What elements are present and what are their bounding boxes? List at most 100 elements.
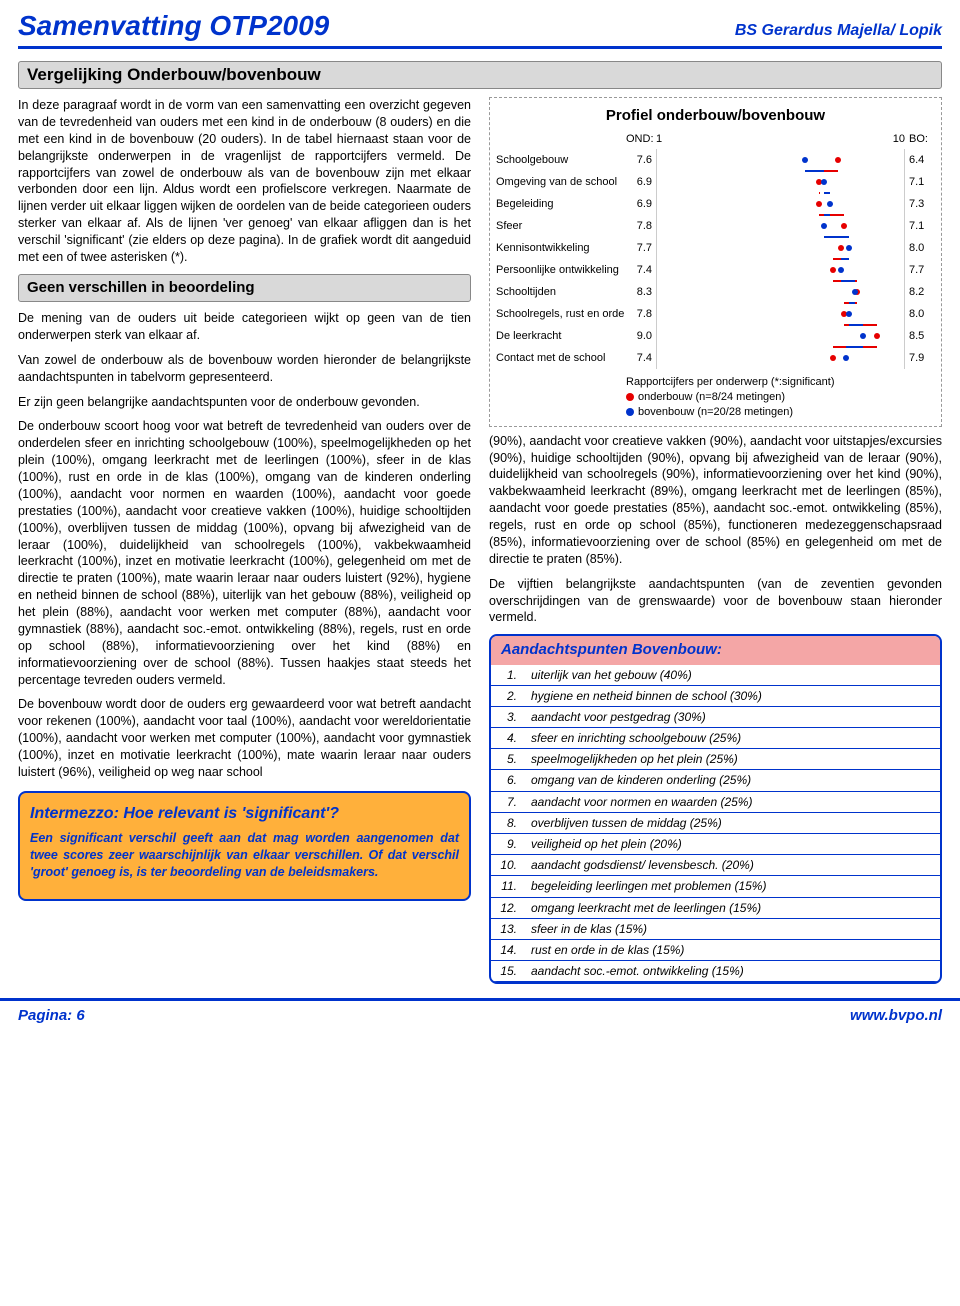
axis-right-label: BO: bbox=[905, 132, 935, 147]
chart-row: Begeleiding6.9 7.3 bbox=[496, 193, 935, 215]
chart-val-bov: 7.3 bbox=[905, 197, 935, 212]
row-text: omgang van de kinderen onderling (25%) bbox=[525, 770, 940, 791]
page-number: Pagina: 6 bbox=[18, 1007, 85, 1024]
footer-url: www.bvpo.nl bbox=[850, 1007, 942, 1024]
table-row: 12.omgang leerkracht met de leerlingen (… bbox=[491, 897, 940, 918]
chart-row: Contact met de school7.47.9 bbox=[496, 347, 935, 369]
intro-paragraph: In deze paragraaf wordt in de vorm van e… bbox=[18, 97, 471, 266]
sub-section-title: Geen verschillen in beoordeling bbox=[18, 274, 471, 302]
intermezzo-box: Intermezzo: Hoe relevant is 'significant… bbox=[18, 791, 471, 901]
chart-row: Sfeer7.87.1 bbox=[496, 215, 935, 237]
chart-plot bbox=[656, 281, 905, 303]
table-row: 9.veiligheid op het plein (20%) bbox=[491, 834, 940, 855]
chart-row: De leerkracht9.08.5 bbox=[496, 325, 935, 347]
row-number: 11. bbox=[491, 876, 525, 897]
table-row: 14.rust en orde in de klas (15%) bbox=[491, 939, 940, 960]
row-number: 2. bbox=[491, 685, 525, 706]
row-number: 6. bbox=[491, 770, 525, 791]
chart-row: Persoonlijke ontwikkeling7.4 7.7 bbox=[496, 259, 935, 281]
paragraph: De bovenbouw wordt door de ouders erg ge… bbox=[18, 696, 471, 780]
row-number: 14. bbox=[491, 939, 525, 960]
row-number: 9. bbox=[491, 834, 525, 855]
table-row: 3.aandacht voor pestgedrag (30%) bbox=[491, 706, 940, 727]
chart-val-ond: 7.4 bbox=[626, 351, 656, 366]
table-row: 1.uiterlijk van het gebouw (40%) bbox=[491, 665, 940, 686]
axis-min: 1 bbox=[656, 132, 662, 147]
chart-plot bbox=[656, 325, 905, 347]
chart-plot bbox=[656, 193, 905, 215]
row-text: aandacht voor normen en waarden (25%) bbox=[525, 791, 940, 812]
row-text: veiligheid op het plein (20%) bbox=[525, 834, 940, 855]
paragraph: De onderbouw scoort hoog voor wat betref… bbox=[18, 418, 471, 688]
row-text: rust en orde in de klas (15%) bbox=[525, 939, 940, 960]
paragraph: Van zowel de onderbouw als de bovenbouw … bbox=[18, 352, 471, 386]
chart-val-bov: 7.1 bbox=[905, 219, 935, 234]
table-row: 4.sfeer en inrichting schoolgebouw (25%) bbox=[491, 728, 940, 749]
legend-onderbouw: onderbouw (n=8/24 metingen) bbox=[638, 390, 785, 405]
row-text: aandacht godsdienst/ levensbesch. (20%) bbox=[525, 855, 940, 876]
chart-row-label: Begeleiding bbox=[496, 198, 626, 210]
row-text: speelmogelijkheden op het plein (25%) bbox=[525, 749, 940, 770]
row-text: aandacht voor pestgedrag (30%) bbox=[525, 706, 940, 727]
row-text: hygiene en netheid binnen de school (30%… bbox=[525, 685, 940, 706]
chart-val-ond: 6.9 bbox=[626, 197, 656, 212]
axis-left-label: OND: bbox=[626, 132, 656, 147]
legend-caption: Rapportcijfers per onderwerp (*:signific… bbox=[626, 375, 935, 390]
chart-row: Schoolregels, rust en orde7.8 8.0 bbox=[496, 303, 935, 325]
chart-val-bov: 8.2 bbox=[905, 285, 935, 300]
chart-plot bbox=[656, 171, 905, 193]
chart-row-label: Schoolregels, rust en orde bbox=[496, 308, 626, 320]
chart-val-ond: 9.0 bbox=[626, 329, 656, 344]
intermezzo-title: Intermezzo: Hoe relevant is 'significant… bbox=[30, 803, 459, 825]
chart-val-bov: 7.7 bbox=[905, 263, 935, 278]
legend-dot-onderbouw bbox=[626, 393, 634, 401]
row-text: begeleiding leerlingen met problemen (15… bbox=[525, 876, 940, 897]
axis-max: 10 bbox=[893, 132, 905, 147]
paragraph: (90%), aandacht voor creatieve vakken (9… bbox=[489, 433, 942, 568]
chart-row-label: Persoonlijke ontwikkeling bbox=[496, 264, 626, 276]
chart-row-label: Kennisontwikkeling bbox=[496, 242, 626, 254]
paragraph: De mening van de ouders uit beide catego… bbox=[18, 310, 471, 344]
row-number: 1. bbox=[491, 665, 525, 686]
chart-row: Kennisontwikkeling7.78.0 bbox=[496, 237, 935, 259]
chart-val-bov: 8.0 bbox=[905, 307, 935, 322]
table-row: 6.omgang van de kinderen onderling (25%) bbox=[491, 770, 940, 791]
row-text: aandacht soc.-emot. ontwikkeling (15%) bbox=[525, 961, 940, 982]
chart-rows-container: Schoolgebouw7.66.4Omgeving van de school… bbox=[496, 149, 935, 369]
chart-row-label: Omgeving van de school bbox=[496, 176, 626, 188]
chart-plot bbox=[656, 149, 905, 171]
profile-chart: Profiel onderbouw/bovenbouw OND: 1 10 BO:… bbox=[489, 97, 942, 427]
row-text: omgang leerkracht met de leerlingen (15%… bbox=[525, 897, 940, 918]
left-column: In deze paragraaf wordt in de vorm van e… bbox=[18, 97, 471, 984]
chart-title: Profiel onderbouw/bovenbouw bbox=[496, 106, 935, 126]
chart-val-ond: 7.4 bbox=[626, 263, 656, 278]
chart-plot bbox=[656, 237, 905, 259]
chart-val-ond: 7.7 bbox=[626, 241, 656, 256]
page-footer: Pagina: 6 www.bvpo.nl bbox=[0, 998, 960, 1038]
chart-val-bov: 7.1 bbox=[905, 175, 935, 190]
chart-val-ond: 8.3 bbox=[626, 285, 656, 300]
row-number: 12. bbox=[491, 897, 525, 918]
chart-legend: Rapportcijfers per onderwerp (*:signific… bbox=[496, 375, 935, 420]
chart-val-bov: 7.9 bbox=[905, 351, 935, 366]
row-number: 13. bbox=[491, 918, 525, 939]
row-number: 4. bbox=[491, 728, 525, 749]
chart-val-ond: 7.8 bbox=[626, 307, 656, 322]
school-name: BS Gerardus Majella/ Lopik bbox=[735, 22, 942, 40]
chart-row: Schooltijden8.38.2 bbox=[496, 281, 935, 303]
chart-plot bbox=[656, 303, 905, 325]
table-row: 15.aandacht soc.-emot. ontwikkeling (15%… bbox=[491, 961, 940, 982]
right-column: Profiel onderbouw/bovenbouw OND: 1 10 BO:… bbox=[489, 97, 942, 984]
chart-axis-row: OND: 1 10 BO: bbox=[496, 132, 935, 147]
legend-bovenbouw: bovenbouw (n=20/28 metingen) bbox=[638, 405, 793, 420]
chart-val-bov: 8.5 bbox=[905, 329, 935, 344]
table-row: 11.begeleiding leerlingen met problemen … bbox=[491, 876, 940, 897]
table-row: 7.aandacht voor normen en waarden (25%) bbox=[491, 791, 940, 812]
chart-plot bbox=[656, 347, 905, 369]
paragraph: Er zijn geen belangrijke aandachtspunten… bbox=[18, 394, 471, 411]
chart-row-label: Schoolgebouw bbox=[496, 154, 626, 166]
chart-val-ond: 7.6 bbox=[626, 153, 656, 168]
chart-plot bbox=[656, 215, 905, 237]
intermezzo-body: Een significant verschil geeft aan dat m… bbox=[30, 830, 459, 881]
chart-val-ond: 6.9 bbox=[626, 175, 656, 190]
